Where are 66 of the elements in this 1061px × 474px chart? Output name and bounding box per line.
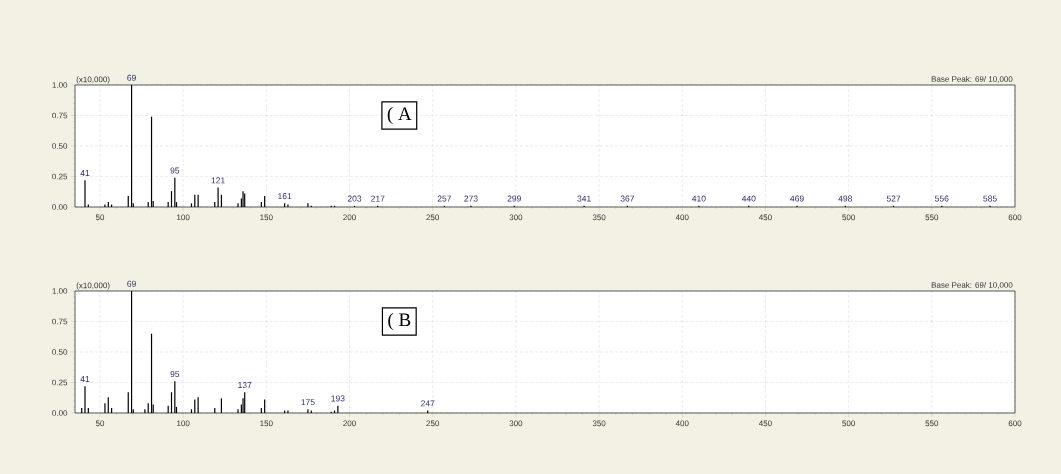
annotation: 217 <box>371 195 385 202</box>
x-tick-label: 350 <box>592 214 606 221</box>
annotation: 161 <box>278 193 292 200</box>
x-tick-label: 350 <box>592 420 606 427</box>
x-tick-label: 550 <box>925 420 939 427</box>
annotation: 95 <box>170 371 180 378</box>
x-tick-label: 450 <box>758 214 772 221</box>
y-tick-label: 0.50 <box>52 349 68 355</box>
annotation: 247 <box>421 400 435 407</box>
annotation: 95 <box>170 167 180 174</box>
x-tick-label: 200 <box>343 214 356 221</box>
y-tick-label: 0.25 <box>52 379 68 386</box>
annotation: 527 <box>886 195 901 202</box>
annotation: ( B <box>388 312 411 331</box>
y-tick-label: 0.75 <box>52 318 68 325</box>
annotation: 137 <box>238 382 252 389</box>
x-tick-label: 550 <box>925 214 939 221</box>
x-tick-label: 300 <box>509 214 523 221</box>
annotation: ( A <box>387 106 412 125</box>
annotation: 41 <box>80 376 90 382</box>
annotation: 41 <box>80 170 90 176</box>
annotation: 410 <box>691 195 706 202</box>
y-tick-label: 0.00 <box>52 204 68 210</box>
annotation: 193 <box>331 395 345 402</box>
annotation: 69 <box>127 74 136 81</box>
annotation: 469 <box>790 195 804 202</box>
y-axis-title: (x10,000) <box>76 76 110 84</box>
annotation: 440 <box>741 195 756 202</box>
x-tick-label: 500 <box>842 420 855 427</box>
annotation: 273 <box>464 195 478 202</box>
x-tick-label: 450 <box>758 420 772 427</box>
y-tick-label: 1.00 <box>52 288 68 294</box>
x-tick-label: 150 <box>260 420 273 427</box>
annotation: 203 <box>347 195 362 202</box>
y-tick-label: 0.25 <box>52 173 68 180</box>
y-tick-label: 0.75 <box>52 112 68 119</box>
annotation: 556 <box>935 195 949 202</box>
x-tick-label: 50 <box>95 214 105 221</box>
x-tick-label: 300 <box>509 420 523 427</box>
x-tick-label: 400 <box>675 214 689 221</box>
x-tick-label: 250 <box>426 420 440 427</box>
annotation: 498 <box>838 195 853 202</box>
y-axis-title: (x10,000) <box>76 282 110 290</box>
annotation: 69 <box>127 280 136 287</box>
annotation: 299 <box>507 195 521 202</box>
x-tick-label: 150 <box>260 214 273 221</box>
x-tick-label: 250 <box>426 214 440 221</box>
x-tick-label: 100 <box>177 214 190 221</box>
x-tick-label: 600 <box>1008 214 1022 221</box>
x-tick-label: 200 <box>343 420 356 427</box>
chart-subtitle: Base Peak: 69/ 10,000 <box>931 75 1013 83</box>
annotation: 341 <box>577 195 591 202</box>
x-tick-label: 50 <box>95 420 105 427</box>
y-tick-label: 1.00 <box>52 82 68 88</box>
x-tick-label: 500 <box>842 214 855 221</box>
annotation: 121 <box>211 177 225 184</box>
y-tick-label: 0.50 <box>52 143 68 149</box>
annotation: 585 <box>983 195 997 202</box>
x-tick-label: 400 <box>675 420 689 427</box>
annotation: 175 <box>301 399 315 406</box>
x-tick-label: 100 <box>177 420 190 427</box>
x-tick-label: 600 <box>1008 420 1022 427</box>
chart-subtitle: Base Peak: 69/ 10,000 <box>931 281 1013 289</box>
annotation: 257 <box>437 195 452 202</box>
annotation: 367 <box>620 195 635 202</box>
y-tick-label: 0.00 <box>52 410 68 416</box>
